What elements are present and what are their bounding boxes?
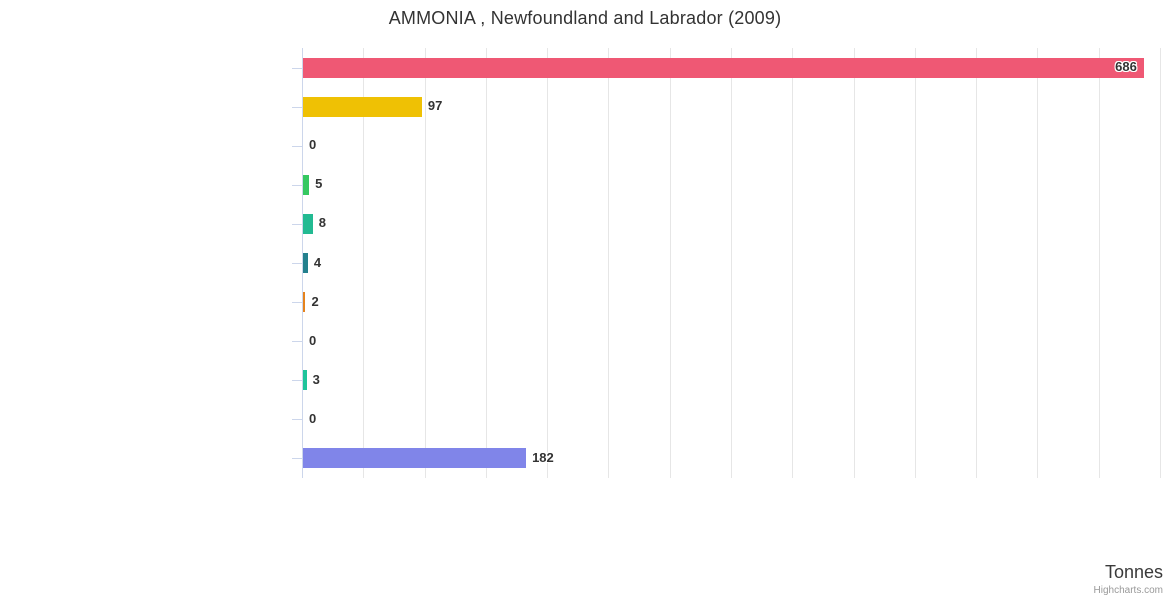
category-tick-mark — [292, 145, 302, 147]
bar-electric-power-generation-utilities[interactable] — [303, 174, 310, 195]
highcharts-credits-link[interactable]: Highcharts.com — [1093, 585, 1163, 596]
gridline — [853, 48, 855, 478]
gridline — [547, 48, 549, 478]
data-label: 686 — [1115, 59, 1137, 75]
bar-agriculture[interactable] — [303, 57, 1144, 78]
gridline — [1160, 48, 1161, 478]
category-tick-mark — [292, 184, 302, 186]
data-label: 5 — [315, 176, 323, 192]
bar-ores-and-mineral-industries[interactable] — [303, 370, 307, 391]
category-tick-mark — [292, 419, 302, 421]
bar-transportation-and-mobile-equipment[interactable] — [303, 448, 527, 469]
data-label: 8 — [318, 215, 327, 231]
data-label: 0 — [309, 332, 317, 348]
gridline — [608, 48, 610, 478]
data-label: 4 — [313, 254, 322, 270]
gridline — [976, 48, 978, 478]
gridline — [731, 48, 732, 478]
bar-commercial-residential-institutional[interactable] — [303, 96, 422, 117]
data-label: 0 — [309, 137, 317, 153]
category-tick-mark — [292, 223, 302, 225]
bar-fires[interactable] — [303, 213, 313, 234]
x-axis-title: Tonnes — [1104, 562, 1163, 582]
gridline — [1037, 48, 1039, 478]
data-label: 97 — [427, 98, 443, 114]
gridline — [669, 48, 671, 478]
category-tick-mark — [292, 67, 302, 69]
category-tick-mark — [292, 106, 302, 108]
data-label: 0 — [309, 410, 317, 426]
gridline — [485, 48, 487, 478]
category-tick-mark — [292, 302, 302, 304]
category-axis-line — [302, 48, 303, 478]
chart-title: AMMONIA , Newfoundland and Labrador (200… — [388, 8, 782, 28]
category-tick-mark — [292, 458, 302, 460]
bar-incineration-and-waste-sources[interactable] — [303, 253, 308, 273]
gridline — [424, 48, 426, 478]
data-label: 182 — [532, 449, 554, 465]
gridline — [914, 48, 916, 478]
gridline — [792, 48, 794, 478]
data-label: 3 — [312, 371, 320, 387]
gridline — [1098, 48, 1100, 478]
category-tick-mark — [292, 341, 302, 343]
category-tick-mark — [292, 380, 302, 382]
gridline — [363, 48, 365, 478]
category-tick-mark — [292, 263, 302, 264]
bar-manufacturing[interactable] — [303, 292, 306, 313]
data-label: 2 — [311, 293, 319, 309]
